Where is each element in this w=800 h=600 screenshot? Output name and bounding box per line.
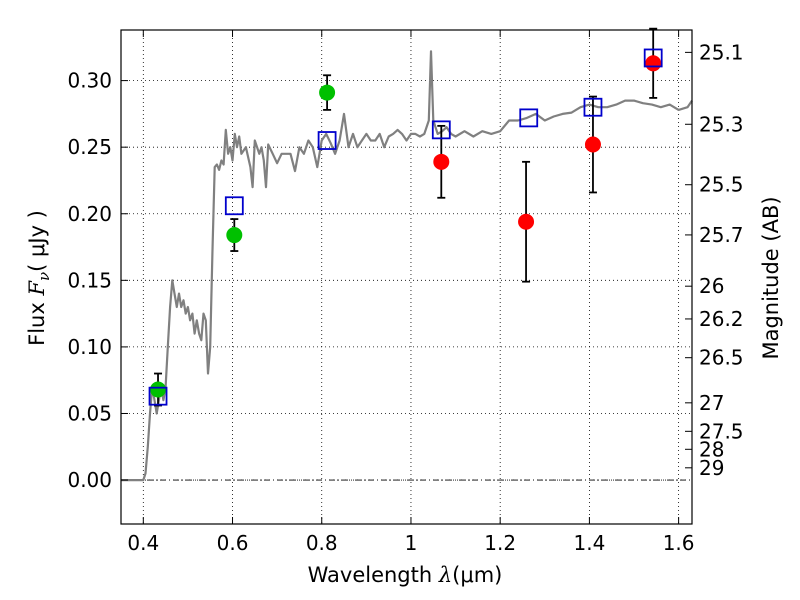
plot-frame: [120, 29, 693, 525]
grid-lines: [121, 30, 692, 524]
y-tick-label: 0.10: [67, 335, 112, 359]
x-tick-label: 1.2: [484, 531, 516, 555]
data-markers: [148, 48, 663, 406]
x-tick-label: 1: [405, 531, 418, 555]
x-axis-label-symbol: λ: [438, 563, 452, 587]
y2-tick-label: 25.5: [699, 173, 744, 197]
green-data-point: [319, 84, 336, 101]
y-tick-label: 0.30: [67, 69, 112, 93]
y2-tick-label: 26.5: [699, 346, 744, 370]
green-data-point: [150, 381, 167, 398]
y2-tick-label: 25.7: [699, 223, 744, 247]
model-spectrum: [121, 50, 693, 482]
y-axis-label-subscript: ν: [35, 272, 53, 281]
error-bars: [154, 27, 658, 407]
axis-ticks: 0.4 0.6 0.8 1 1.2 1.4 1.6 0.00 0.05 0.10 0.15 0.20 0…: [67, 30, 744, 555]
y2-tick-label: 28: [699, 437, 724, 461]
model-square-marker: [431, 120, 451, 140]
model-square-marker: [224, 196, 244, 216]
model-square-marker: [643, 48, 663, 68]
green-data-point: [226, 227, 243, 244]
right-axis-label: Magnitude (AB): [759, 196, 783, 359]
y2-tick-label: 29: [699, 456, 724, 480]
model-square-marker: [519, 108, 539, 128]
red-data-point: [645, 55, 662, 72]
y-tick-label: 0.20: [67, 202, 112, 226]
model-square-marker: [583, 97, 603, 117]
model-square-marker: [148, 386, 168, 406]
red-data-point: [518, 213, 535, 230]
x-tick-label: 1.6: [663, 531, 695, 555]
x-tick-label: 0.6: [217, 531, 249, 555]
y-tick-label: 0.00: [67, 468, 112, 492]
x-tick-label: 0.4: [127, 531, 159, 555]
y-tick-label: 0.25: [67, 135, 112, 159]
y2-tick-label: 27.5: [699, 419, 744, 443]
model-square-marker: [317, 131, 337, 150]
y2-tick-label: 25.3: [699, 112, 744, 136]
y2-tick-label: 27: [699, 391, 724, 415]
x-tick-label: 1.4: [573, 531, 605, 555]
spectrum-line: [121, 50, 693, 482]
y-axis-label-text: Flux: [25, 296, 49, 346]
y-tick-label: 0.05: [67, 401, 112, 425]
y2-tick-label: 26.2: [699, 307, 744, 331]
y-axis-label-unit: ( μJy ): [25, 210, 49, 272]
x-tick-label: 0.8: [306, 531, 338, 555]
x-axis-label: Wavelength λ(μm): [308, 563, 503, 587]
x-axis-label-text: Wavelength: [308, 563, 439, 587]
x-axis-label-unit: (μm): [452, 563, 502, 587]
red-data-point: [584, 136, 601, 153]
y-tick-label: 0.15: [67, 268, 112, 292]
y2-tick-label: 25.1: [699, 40, 744, 64]
y2-tick-label: 26: [699, 274, 724, 298]
y-axis-label-symbol: F: [25, 280, 49, 297]
y-axis-label: Flux Fν( μJy ): [25, 210, 53, 346]
red-data-point: [433, 153, 450, 170]
axes-frame: [120, 29, 693, 525]
